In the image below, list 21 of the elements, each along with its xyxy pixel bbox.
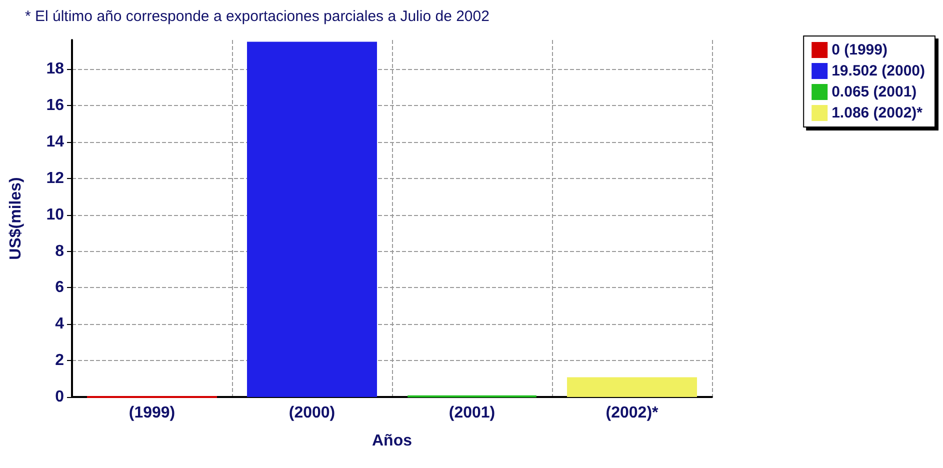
y-tick-label: 10	[46, 206, 64, 224]
x-tick-label: (1999)	[128, 404, 176, 422]
x-axis-title: Años	[372, 432, 412, 450]
legend-label: 0 (1999)	[832, 42, 888, 58]
x-tick-label: (2002)*	[606, 404, 660, 422]
legend-label: 1.086 (2002)*	[832, 104, 923, 122]
legend-label: 19.502 (2000)	[832, 62, 926, 80]
y-tick-label: 0	[55, 388, 64, 406]
y-tick-label: 6	[55, 279, 64, 296]
y-tick-label: 2	[55, 352, 64, 370]
legend-label: 0.065 (2001)	[832, 84, 917, 100]
y-tick-label: 18	[46, 60, 64, 78]
x-tick-label: (2000)	[288, 404, 336, 422]
y-tick-label: 12	[46, 170, 64, 187]
y-tick-label: 4	[55, 316, 64, 333]
y-tick-label: 16	[46, 97, 64, 114]
y-tick-label: 8	[55, 242, 64, 260]
x-tick-label: (2001)	[448, 404, 496, 422]
y-tick-label: 14	[46, 134, 64, 150]
y-axis-title: US$(miles)	[8, 177, 24, 260]
chart-title: * El último año corresponde a exportaciones parciales a Julio de 2002	[25, 8, 490, 25]
